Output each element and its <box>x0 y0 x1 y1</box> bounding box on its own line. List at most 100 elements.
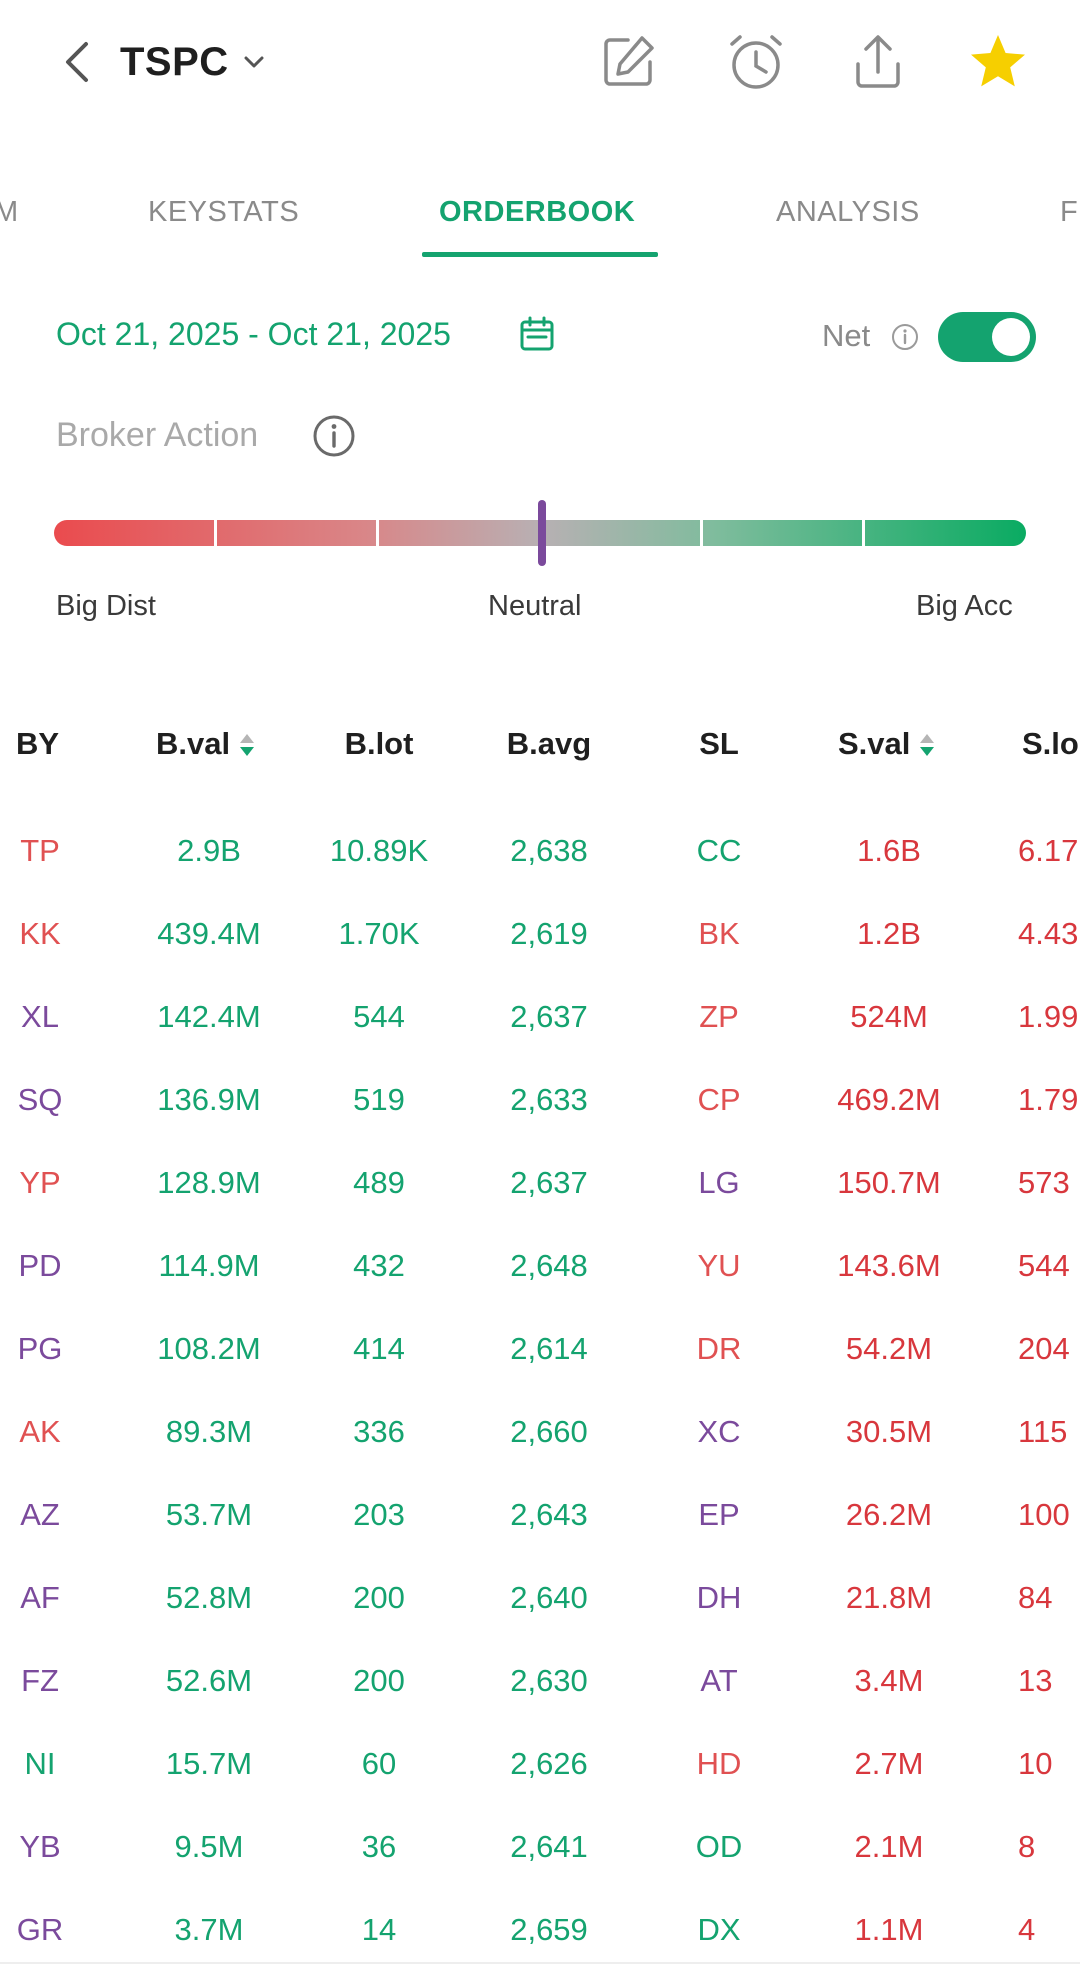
cell-slot: 544 <box>1018 1248 1070 1283</box>
column-header-sval[interactable]: S.val <box>838 726 936 762</box>
net-toggle[interactable] <box>938 312 1036 362</box>
table-row[interactable]: PG 108.2M 414 2,614 DR 54.2M 204 <box>0 1311 1080 1394</box>
table-row[interactable]: AF 52.8M 200 2,640 DH 21.8M 84 <box>0 1560 1080 1643</box>
cell-by[interactable]: GR <box>16 1912 64 1947</box>
cell-blot: 203 <box>353 1497 405 1532</box>
cell-bavg: 2,637 <box>510 999 588 1034</box>
cell-blot: 10.89K <box>329 833 429 868</box>
cell-sl[interactable]: OD <box>695 1829 743 1864</box>
cell-by[interactable]: SQ <box>17 1082 63 1117</box>
table-row[interactable]: YP 128.9M 489 2,637 LG 150.7M 573 <box>0 1145 1080 1228</box>
table-row[interactable]: GR 3.7M 14 2,659 DX 1.1M 4 <box>0 1892 1080 1971</box>
cell-sval: 1.2B <box>857 916 921 951</box>
column-header-label: B.val <box>156 726 231 761</box>
cell-by[interactable]: KK <box>19 916 61 951</box>
table-row[interactable]: SQ 136.9M 519 2,633 CP 469.2M 1.79 <box>0 1062 1080 1145</box>
cell-slot: 13 <box>1018 1663 1053 1698</box>
cell-sval: 469.2M <box>837 1082 941 1117</box>
cell-sl[interactable]: DX <box>697 1912 741 1947</box>
cell-bval: 108.2M <box>157 1331 261 1366</box>
cell-sval: 30.5M <box>845 1414 933 1449</box>
table-row[interactable]: FZ 52.6M 200 2,630 AT 3.4M 13 <box>0 1643 1080 1726</box>
cell-by[interactable]: YP <box>19 1165 61 1200</box>
table-row[interactable]: KK 439.4M 1.70K 2,619 BK 1.2B 4.43 <box>0 896 1080 979</box>
cell-bval: 53.7M <box>165 1497 253 1532</box>
cell-by[interactable]: YB <box>19 1829 61 1864</box>
tab-bar: M KEYSTATS ORDERBOOK ANALYSIS F <box>0 180 1080 260</box>
cell-by[interactable]: AZ <box>20 1497 60 1532</box>
scale-label-center: Neutral <box>488 590 582 622</box>
table-row[interactable]: AZ 53.7M 203 2,643 EP 26.2M 100 <box>0 1477 1080 1560</box>
cell-bval: 114.9M <box>158 1248 260 1283</box>
table-row[interactable]: AK 89.3M 336 2,660 XC 30.5M 115 <box>0 1394 1080 1477</box>
cell-sl[interactable]: EP <box>698 1497 740 1532</box>
cell-blot: 489 <box>353 1165 405 1200</box>
cell-sl[interactable]: LG <box>698 1165 740 1200</box>
cell-bavg: 2,648 <box>510 1248 588 1283</box>
date-range-picker[interactable]: Oct 21, 2025 - Oct 21, 2025 <box>56 316 451 352</box>
cell-blot: 36 <box>361 1829 397 1864</box>
table-row[interactable]: NI 15.7M 60 2,626 HD 2.7M 10 <box>0 1726 1080 1809</box>
cell-sl[interactable]: CP <box>697 1082 741 1117</box>
chevron-down-icon <box>244 56 264 68</box>
sort-icon[interactable] <box>238 731 256 759</box>
table-row[interactable]: YB 9.5M 36 2,641 OD 2.1M 8 <box>0 1809 1080 1892</box>
alarm-clock-icon[interactable] <box>726 32 786 92</box>
cell-by[interactable]: PD <box>18 1248 62 1283</box>
cell-sl[interactable]: AT <box>700 1663 738 1698</box>
table-row[interactable]: XL 142.4M 544 2,637 ZP 524M 1.99 <box>0 979 1080 1062</box>
column-header-by: BY <box>16 726 60 761</box>
cell-sl[interactable]: BK <box>698 916 740 951</box>
tab-orderbook[interactable]: ORDERBOOK <box>439 196 636 228</box>
star-icon[interactable] <box>968 32 1028 92</box>
cell-by[interactable]: AK <box>19 1414 61 1449</box>
cell-by[interactable]: TP <box>20 833 60 868</box>
tab-keystats[interactable]: KEYSTATS <box>148 196 300 228</box>
cell-bavg: 2,614 <box>510 1331 588 1366</box>
cell-blot: 519 <box>353 1082 405 1117</box>
scale-label-left: Big Dist <box>56 590 156 622</box>
table-row[interactable]: PD 114.9M 432 2,648 YU 143.6M 544 <box>0 1228 1080 1311</box>
back-icon[interactable] <box>58 38 98 86</box>
cell-sl[interactable]: HD <box>696 1746 742 1781</box>
cell-by[interactable]: PG <box>17 1331 63 1366</box>
sort-icon[interactable] <box>918 731 936 759</box>
cell-by[interactable]: NI <box>24 1746 56 1781</box>
cell-bval: 142.4M <box>157 999 261 1034</box>
calendar-icon[interactable] <box>518 315 556 353</box>
broker-action-title: Broker Action <box>56 416 259 454</box>
ticker-selector[interactable]: TSPC <box>120 36 267 88</box>
tab-f[interactable]: F <box>1060 196 1079 228</box>
cell-blot: 200 <box>353 1580 405 1615</box>
cell-slot: 4.43 <box>1018 916 1079 951</box>
cell-slot: 6.17 <box>1018 833 1079 868</box>
cell-sl[interactable]: DH <box>696 1580 742 1615</box>
cell-by[interactable]: XL <box>21 999 59 1034</box>
tab-m[interactable]: M <box>0 196 19 228</box>
column-header-sl: SL <box>699 726 739 761</box>
net-label: Net <box>822 318 871 353</box>
table-row[interactable]: TP 2.9B 10.89K 2,638 CC 1.6B 6.17 <box>0 813 1080 896</box>
cell-sl[interactable]: ZP <box>699 999 739 1034</box>
cell-by[interactable]: FZ <box>21 1663 59 1698</box>
column-header-slot: S.lo <box>1022 726 1079 761</box>
info-icon[interactable] <box>890 322 920 352</box>
cell-sl[interactable]: DR <box>696 1331 742 1366</box>
cell-slot: 84 <box>1018 1580 1053 1615</box>
cell-sval: 1.1M <box>854 1912 924 1947</box>
column-header-bval[interactable]: B.val <box>156 726 256 762</box>
cell-bval: 52.8M <box>165 1580 253 1615</box>
share-icon[interactable] <box>848 32 908 92</box>
cell-sl[interactable]: CC <box>696 833 742 868</box>
cell-sval: 26.2M <box>845 1497 933 1532</box>
cell-blot: 414 <box>353 1331 405 1366</box>
tab-analysis[interactable]: ANALYSIS <box>776 196 920 228</box>
edit-icon[interactable] <box>598 32 658 92</box>
info-icon[interactable] <box>312 414 356 458</box>
scale-divider <box>214 520 217 546</box>
cell-by[interactable]: AF <box>20 1580 60 1615</box>
cell-bavg: 2,640 <box>510 1580 588 1615</box>
scale-divider <box>700 520 703 546</box>
cell-sl[interactable]: XC <box>697 1414 741 1449</box>
cell-sl[interactable]: YU <box>697 1248 741 1283</box>
